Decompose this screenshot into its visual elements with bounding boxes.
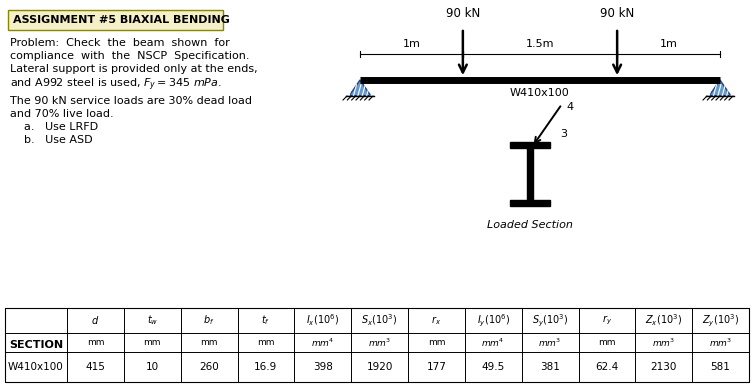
Bar <box>5 308 749 382</box>
Text: The 90 kN service loads are 30% dead load: The 90 kN service loads are 30% dead loa… <box>10 96 252 106</box>
Text: 10: 10 <box>146 362 159 372</box>
Text: 260: 260 <box>199 362 219 372</box>
Text: SECTION: SECTION <box>9 340 63 350</box>
Text: $Z_x(10^3)$: $Z_x(10^3)$ <box>645 313 682 328</box>
Text: W410x100: W410x100 <box>510 88 570 98</box>
Text: 90 kN: 90 kN <box>600 7 634 20</box>
Text: Problem:  Check  the  beam  shown  for: Problem: Check the beam shown for <box>10 38 230 48</box>
Text: 177: 177 <box>427 362 446 372</box>
Polygon shape <box>349 80 371 96</box>
Text: and A992 steel is used, $F_y = 345\ mPa$.: and A992 steel is used, $F_y = 345\ mPa$… <box>10 77 222 93</box>
Text: b.   Use ASD: b. Use ASD <box>10 135 93 145</box>
Text: $mm^3$: $mm^3$ <box>652 336 676 349</box>
Text: Loaded Section: Loaded Section <box>487 220 573 230</box>
Text: 3: 3 <box>560 129 567 139</box>
Text: $Z_y(10^3)$: $Z_y(10^3)$ <box>702 312 739 329</box>
Text: 581: 581 <box>711 362 731 372</box>
Text: 415: 415 <box>85 362 106 372</box>
Bar <box>527 148 533 200</box>
Text: $r_x$: $r_x$ <box>431 314 441 327</box>
Text: 1m: 1m <box>660 39 678 49</box>
Bar <box>8 10 223 30</box>
Text: $b_f$: $b_f$ <box>204 314 215 327</box>
Text: mm: mm <box>257 338 274 347</box>
Text: 381: 381 <box>540 362 560 372</box>
Text: $t_w$: $t_w$ <box>146 314 158 327</box>
Text: 1.5m: 1.5m <box>526 39 554 49</box>
Text: $mm^3$: $mm^3$ <box>538 336 562 349</box>
Text: and 70% live load.: and 70% live load. <box>10 109 114 119</box>
Bar <box>510 200 550 206</box>
Text: $I_y(10^6)$: $I_y(10^6)$ <box>477 312 510 329</box>
Text: 4: 4 <box>566 102 573 112</box>
Text: 1920: 1920 <box>366 362 393 372</box>
Text: 2130: 2130 <box>651 362 677 372</box>
Text: $mm^3$: $mm^3$ <box>368 336 391 349</box>
Text: mm: mm <box>428 338 445 347</box>
Text: 1m: 1m <box>403 39 421 49</box>
Text: $r_y$: $r_y$ <box>602 314 612 327</box>
Text: mm: mm <box>201 338 218 347</box>
Text: mm: mm <box>87 338 104 347</box>
Text: $S_x(10^3)$: $S_x(10^3)$ <box>361 313 398 328</box>
Text: 16.9: 16.9 <box>254 362 277 372</box>
Text: $S_y(10^3)$: $S_y(10^3)$ <box>532 312 569 329</box>
Text: 90 kN: 90 kN <box>446 7 480 20</box>
Text: Lateral support is provided only at the ends,: Lateral support is provided only at the … <box>10 64 258 74</box>
Text: 62.4: 62.4 <box>596 362 618 372</box>
Bar <box>510 142 550 148</box>
Text: $t_f$: $t_f$ <box>262 314 271 327</box>
Text: a.   Use LRFD: a. Use LRFD <box>10 122 98 132</box>
Text: mm: mm <box>598 338 616 347</box>
Polygon shape <box>709 80 731 96</box>
Text: $I_x(10^6)$: $I_x(10^6)$ <box>306 313 339 328</box>
Text: W410x100: W410x100 <box>8 362 64 372</box>
Text: 398: 398 <box>313 362 333 372</box>
Text: compliance  with  the  NSCP  Specification.: compliance with the NSCP Specification. <box>10 51 250 61</box>
Text: $d$: $d$ <box>91 314 100 326</box>
Text: ASSIGNMENT #5 BIAXIAL BENDING: ASSIGNMENT #5 BIAXIAL BENDING <box>13 15 230 25</box>
Text: $mm^4$: $mm^4$ <box>311 336 335 349</box>
Text: $mm^4$: $mm^4$ <box>482 336 505 349</box>
Text: 49.5: 49.5 <box>482 362 505 372</box>
Text: $mm^3$: $mm^3$ <box>709 336 732 349</box>
Text: mm: mm <box>143 338 161 347</box>
